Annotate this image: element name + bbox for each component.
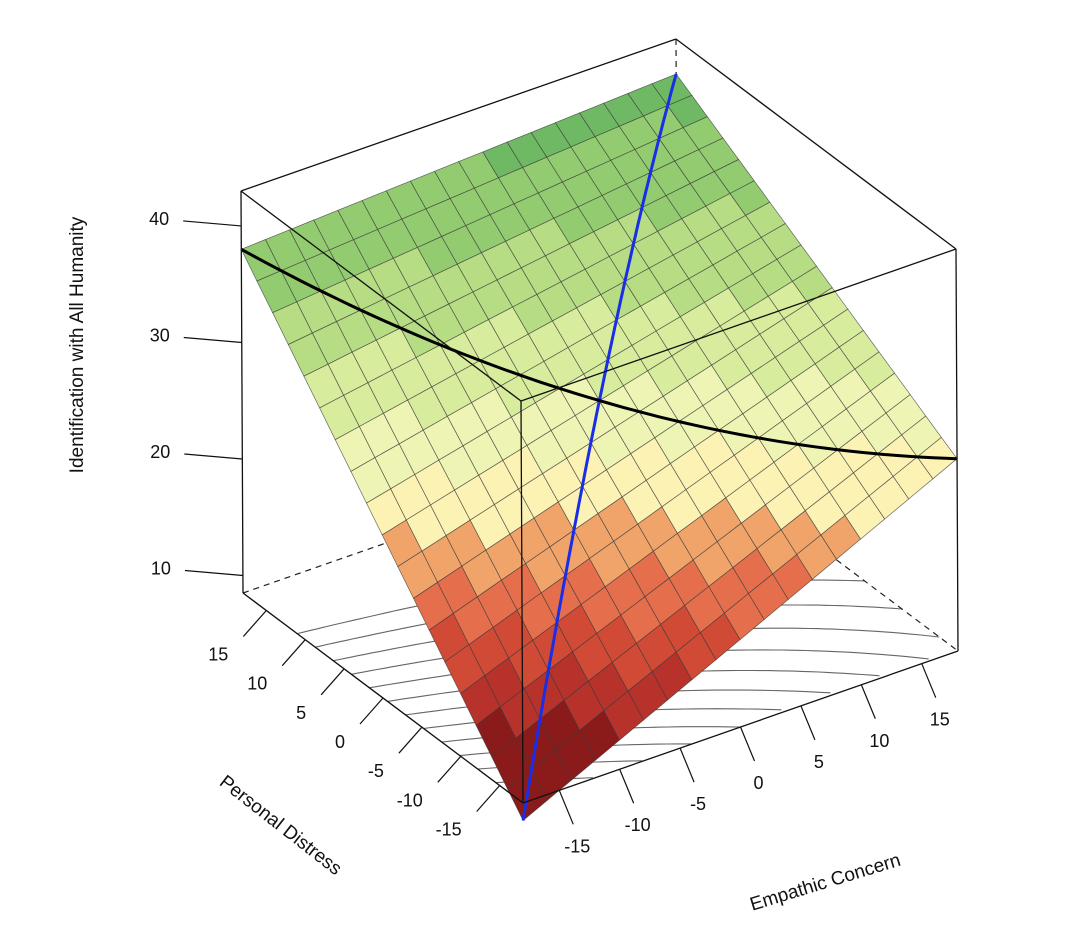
x-tick-label: 5 <box>814 752 824 772</box>
x-tick <box>921 663 937 698</box>
y-tick-label: 15 <box>208 645 228 665</box>
y-tick <box>476 785 501 812</box>
x-tick-label: 0 <box>753 773 763 793</box>
y-tick-label: 10 <box>247 674 267 694</box>
x-tick-label: -10 <box>625 815 651 835</box>
y-tick <box>398 726 423 754</box>
y-tick-label: -5 <box>368 761 384 781</box>
y-tick-label: 5 <box>296 703 306 723</box>
y-tick <box>437 755 462 783</box>
z-tick-label: 40 <box>149 209 169 229</box>
y-axis-label: Personal Distress <box>215 772 345 880</box>
x-tick-label: 10 <box>869 731 889 751</box>
response-surface <box>240 73 958 822</box>
z-tick <box>183 336 242 344</box>
z-tick-label: 20 <box>150 442 170 462</box>
x-tick <box>619 768 635 804</box>
y-tick-label: -15 <box>436 820 462 840</box>
box-front-edges <box>240 38 959 804</box>
box-edge <box>520 248 957 402</box>
y-tick <box>359 697 384 725</box>
x-tick <box>739 726 756 762</box>
incongruence-line <box>240 247 958 461</box>
box-edge <box>240 190 244 594</box>
y-tick-label: 0 <box>335 732 345 752</box>
box-edge <box>240 38 677 192</box>
x-axis-label: Empathic Concern <box>748 850 904 916</box>
x-tick-label: 15 <box>930 710 950 730</box>
x-tick-label: -5 <box>690 794 706 814</box>
box-edge <box>955 248 959 652</box>
x-tick <box>860 684 876 720</box>
y-tick-label: -10 <box>397 790 423 810</box>
z-tick-label: 10 <box>151 559 171 579</box>
x-tick <box>679 747 695 783</box>
z-tick-label: 30 <box>150 325 170 345</box>
box-edge <box>520 400 524 804</box>
z-tick <box>184 453 243 460</box>
z-axis-label: Identification with All Humanity <box>67 216 88 473</box>
box-edge <box>675 38 957 250</box>
x-tick <box>558 790 574 825</box>
axes: 10 20 30 40 -15 -10 -5 0 5 10 15 -15 -10 -5 0 5 10 15 <box>149 209 950 856</box>
x-tick <box>800 705 816 741</box>
box-edge <box>240 190 522 402</box>
x-tick-label: -15 <box>564 836 590 856</box>
y-tick <box>281 639 306 667</box>
y-tick <box>320 668 345 696</box>
y-tick <box>242 610 267 637</box>
z-tick <box>184 569 243 577</box>
highlight-lines <box>240 73 958 821</box>
z-tick <box>183 220 242 227</box>
